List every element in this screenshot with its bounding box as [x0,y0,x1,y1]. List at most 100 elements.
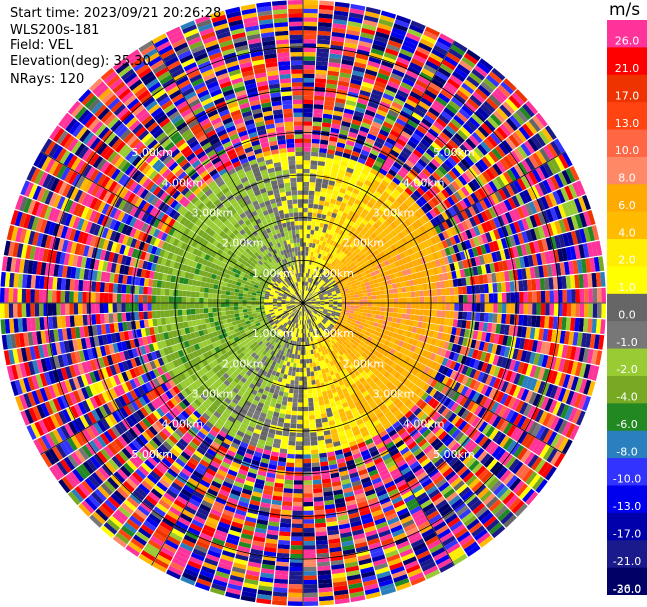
velocity-gate [337,210,344,216]
velocity-gate [303,584,318,589]
velocity-gate [296,432,303,438]
velocity-gate [330,198,337,205]
velocity-gate [376,247,383,254]
velocity-gate [363,296,368,300]
velocity-gate [333,246,339,253]
velocity-gate [390,72,403,82]
velocity-gate [402,308,407,314]
velocity-gate [405,32,421,42]
velocity-gate [369,225,377,233]
velocity-gate [408,261,415,269]
velocity-gate [503,199,513,212]
velocity-gate [478,173,488,185]
velocity-gate [303,359,307,364]
velocity-gate [352,114,363,122]
velocity-gate [506,118,518,131]
velocity-gate [486,135,498,148]
velocity-gate [374,269,380,275]
velocity-gate [354,303,360,306]
velocity-gate [305,296,310,300]
velocity-gate [462,123,475,135]
velocity-gate [390,165,400,174]
velocity-gate [303,514,314,520]
velocity-gate [380,244,387,251]
velocity-gate [303,441,311,446]
velocity-gate [475,201,485,213]
velocity-gate [327,66,340,73]
velocity-gate [338,268,344,273]
velocity-gate [332,208,339,215]
velocity-gate [328,140,337,147]
velocity-gate [545,303,550,316]
velocity-gate [297,354,301,360]
velocity-gate [431,171,442,182]
velocity-gate [298,380,303,386]
velocity-gate [324,233,330,239]
velocity-gate [319,285,324,290]
velocity-gate [409,91,422,101]
velocity-gate [332,267,337,273]
velocity-gate [336,142,346,149]
velocity-gate [297,411,303,416]
velocity-gate [369,284,375,289]
velocity-gate [303,64,315,70]
velocity-gate [363,73,377,81]
velocity-gate [433,99,446,111]
velocity-gate [320,135,330,141]
velocity-gate [545,290,550,303]
velocity-gate [362,309,368,314]
velocity-gate [347,284,353,289]
velocity-gate [383,270,390,277]
velocity-gate [318,156,326,162]
velocity-gate [398,303,403,309]
velocity-gate [313,285,317,290]
velocity-gate [303,285,305,291]
velocity-gate [319,143,328,150]
velocity-gate [383,285,389,290]
velocity-gate [314,91,325,97]
velocity-gate [363,164,372,172]
velocity-gate [427,199,436,209]
velocity-gate [294,462,303,468]
velocity-gate [553,138,566,154]
velocity-gate [449,236,457,246]
velocity-gate [312,270,316,275]
velocity-gate [367,242,374,249]
velocity-gate [383,235,391,242]
velocity-gate [303,523,315,529]
velocity-gate [399,213,408,222]
velocity-gate [318,293,323,296]
velocity-gate [352,245,358,251]
velocity-gate [390,229,398,237]
velocity-gate [303,30,317,35]
velocity-gate [415,227,423,236]
velocity-gate [330,245,336,251]
velocity-gate [464,155,475,167]
velocity-gate [477,125,490,138]
velocity-gate [312,475,322,481]
velocity-gate [359,36,374,44]
velocity-gate [286,405,292,411]
velocity-gate [366,288,372,293]
velocity-gate [303,484,313,490]
velocity-gate [381,179,390,188]
velocity-gate [596,303,602,319]
velocity-gate [393,64,407,74]
velocity-gate [333,231,339,238]
velocity-gate [316,248,321,254]
velocity-gate [457,161,468,172]
velocity-gate [305,281,308,287]
velocity-gate [361,241,368,248]
velocity-gate [374,212,382,220]
velocity-gate [431,184,441,194]
velocity-gate [377,105,389,114]
velocity-gate [436,250,443,259]
velocity-gate [306,233,311,239]
velocity-gate [422,93,435,104]
velocity-gate [318,9,334,15]
velocity-gate [520,175,531,189]
velocity-gate [575,289,581,303]
velocity-gate [345,234,352,240]
velocity-gate [325,279,330,284]
